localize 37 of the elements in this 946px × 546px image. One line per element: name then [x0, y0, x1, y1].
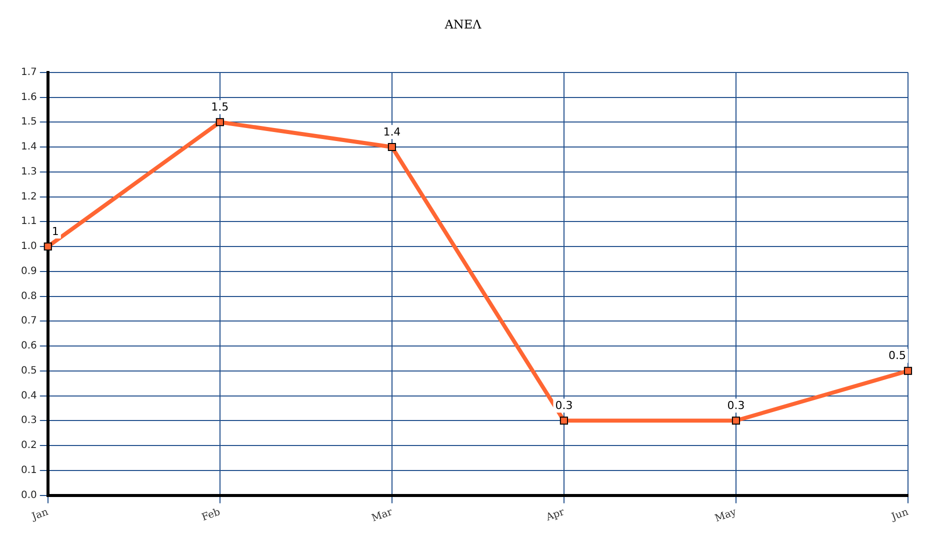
x-tick-label: Feb [200, 506, 222, 524]
text: 0.9 [20, 266, 37, 277]
text: 1.0 [20, 241, 37, 252]
x-tick-label: Jun [889, 506, 910, 524]
text: 1.7 [20, 66, 37, 78]
text: 0.5 [20, 365, 37, 376]
text: 0.0 [20, 490, 37, 501]
x-tick-label: Mar [370, 506, 394, 524]
point [216, 118, 224, 126]
data-label: 1.5 [211, 100, 229, 114]
text: 0.1 [20, 464, 37, 476]
point [904, 366, 912, 375]
text: 0.2 [20, 440, 37, 452]
text: 1.1 [20, 216, 37, 228]
x-tick-label: May [714, 506, 738, 525]
x-tick-label: Jan [30, 506, 50, 524]
text: 0.3 [20, 415, 37, 426]
text: 1.5 [20, 116, 37, 128]
text: 1.4 [20, 142, 37, 153]
text: 0.4 [20, 390, 37, 402]
data-label: 0.3 [727, 398, 745, 412]
text: 0.7 [20, 316, 37, 327]
point [388, 142, 396, 152]
point [732, 416, 740, 425]
point [44, 242, 52, 251]
text: 0.6 [20, 340, 37, 352]
text: 1.3 [20, 166, 37, 178]
text: 1.2 [20, 191, 37, 202]
text: 1.6 [20, 92, 37, 103]
data-label: 1.4 [383, 125, 401, 138]
text: 0.8 [20, 290, 37, 302]
x-tick-label: Apr [544, 506, 566, 524]
data-label: 0.5 [888, 349, 906, 362]
data-label: 0.3 [555, 398, 573, 412]
point [560, 416, 568, 425]
chart-title: ΑΝΕΛ [444, 17, 482, 32]
data-label: 1 [52, 224, 59, 238]
